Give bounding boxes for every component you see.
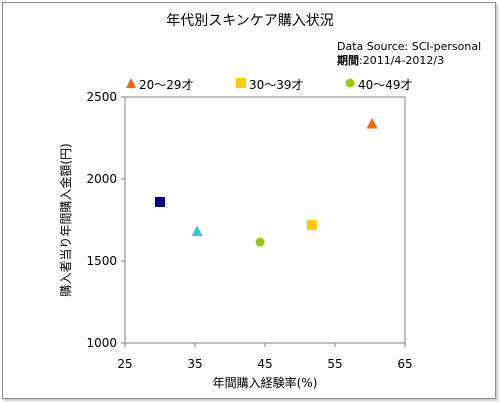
x-axis-title: 年間購入経験率(%) <box>213 375 318 390</box>
y-tick-label: 2000 <box>86 172 117 186</box>
data-source: Data Source: SCI-personal 期間:2011/4-2012… <box>337 40 481 68</box>
square-marker-icon <box>236 78 246 88</box>
x-tick-label: 65 <box>397 357 412 371</box>
period-line: 期間:2011/4-2012/3 <box>337 54 481 68</box>
period-label: 期間 <box>337 54 359 67</box>
period-value: :2011/4-2012/3 <box>359 54 445 67</box>
y-tick-label: 1000 <box>86 336 117 350</box>
data-point <box>306 219 317 230</box>
x-tick-label: 25 <box>117 357 132 371</box>
data-point <box>191 225 203 236</box>
chart-title: 年代別スキンケア購入状況 <box>166 13 334 29</box>
x-tick-label: 55 <box>327 357 342 371</box>
data-point <box>366 118 378 129</box>
data-point <box>255 237 265 247</box>
y-tick-label: 2500 <box>86 90 117 104</box>
legend-label: 20～29才 <box>139 78 194 92</box>
plot-area <box>124 96 406 344</box>
source-line: Data Source: SCI-personal <box>337 40 482 53</box>
data-point <box>155 196 165 207</box>
triangle-marker-icon <box>126 78 136 88</box>
legend-label: 40～49才 <box>358 78 413 92</box>
y-axis-title: 購入者当り年間購入金額(円) <box>58 143 73 296</box>
x-tick-label: 45 <box>257 357 272 371</box>
y-tick-label: 1500 <box>86 254 117 268</box>
x-tick-label: 35 <box>187 357 202 371</box>
chart-frame <box>2 2 496 399</box>
circle-marker-icon <box>345 78 355 88</box>
legend-label: 30～39才 <box>249 78 304 92</box>
